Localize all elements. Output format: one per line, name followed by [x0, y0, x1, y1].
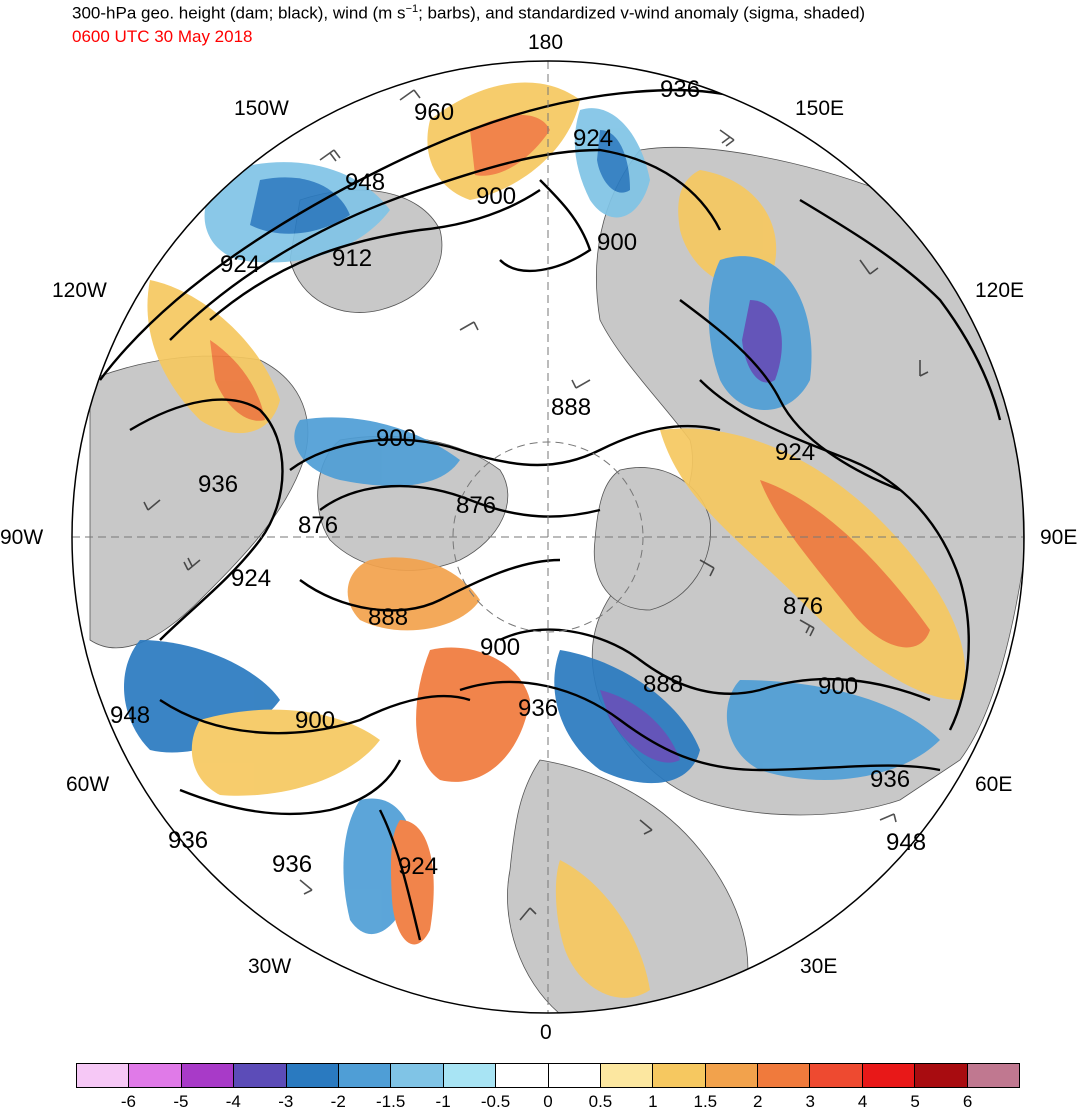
contour-label: 888: [643, 671, 683, 698]
colorbar-swatch: [286, 1064, 339, 1087]
contour-label: 936: [870, 766, 910, 793]
graticule: [72, 61, 1024, 1013]
colorbar-swatch: [129, 1064, 182, 1087]
colorbar-swatch: [967, 1064, 1020, 1087]
lon-label-150w: 150W: [234, 97, 289, 120]
contour-label: 936: [272, 851, 312, 878]
valid-time: 0600 UTC 30 May 2018: [72, 27, 253, 46]
colorbar-tick-label: 1: [648, 1092, 658, 1111]
lon-label-30w: 30W: [248, 955, 292, 978]
contour-label: 936: [518, 695, 558, 722]
contour-label: 876: [783, 593, 823, 620]
colorbar-tick-label: -1: [435, 1092, 451, 1111]
contour-label: 900: [818, 673, 858, 700]
colorbar-tick-label: -3: [278, 1092, 294, 1111]
map-title: 300-hPa geo. height (dam; black), wind (…: [72, 3, 866, 23]
lon-label-90w: 90W: [0, 526, 44, 549]
contour-label: 912: [332, 245, 372, 272]
colorbar-tick-label: -4: [225, 1092, 241, 1111]
map-boundary: [71, 60, 1025, 1014]
lon-label-90e: 90E: [1040, 526, 1078, 549]
contour-label: 948: [110, 702, 150, 729]
contour-label: 924: [231, 565, 271, 592]
contour-label: 900: [376, 425, 416, 452]
colorbar-tick-label: -5: [173, 1092, 189, 1111]
contour-label: 924: [220, 251, 260, 278]
colorbar-tick-label: 4: [857, 1092, 868, 1111]
colorbar-swatch: [496, 1064, 549, 1087]
colorbar-tick-label: -6: [120, 1092, 136, 1111]
contour-label: 936: [198, 471, 238, 498]
contour-label: 936: [168, 827, 208, 854]
lon-label-120e: 120E: [975, 279, 1025, 302]
contour-label: 948: [345, 169, 385, 196]
contour-label: 900: [597, 229, 637, 256]
colorbar-swatch: [548, 1064, 601, 1087]
contour-label: 876: [298, 512, 338, 539]
lon-label-150e: 150E: [795, 97, 845, 120]
contour-label: 924: [775, 439, 815, 466]
colorbar-tick-label: -1.5: [376, 1092, 406, 1111]
colorbar-swatch: [810, 1064, 863, 1087]
map-disk: [72, 61, 1024, 1013]
lon-label-60e: 60E: [975, 773, 1013, 796]
colorbar-tick-label: 6: [962, 1092, 973, 1111]
contour-label: 948: [886, 829, 926, 856]
lon-label-30e: 30E: [800, 955, 838, 978]
colorbar-tick-label: 1.5: [693, 1092, 718, 1111]
colorbar-swatch: [653, 1064, 706, 1087]
colorbar-swatch: [338, 1064, 392, 1087]
polar-stereographic-map: 936 960 924 948 900 900 924 912 888 900 …: [71, 60, 1025, 1014]
colorbar-tick-label: 5: [910, 1092, 920, 1111]
contour-label: 900: [476, 183, 516, 210]
contour-label: 924: [573, 125, 613, 152]
contour-label-group: 936 960 924 948 900 900 924 912 888 900 …: [110, 76, 926, 880]
colorbar-tick-label: 2: [753, 1092, 763, 1111]
colorbar-tick-label: 3: [805, 1092, 815, 1111]
lon-label-120w: 120W: [52, 279, 107, 302]
colorbar-tick-label: 0.5: [588, 1092, 613, 1111]
colorbar-swatch: [862, 1064, 916, 1087]
lon-label-180: 180: [528, 31, 564, 54]
contour-label: 888: [368, 604, 408, 631]
anomaly-shading: [123, 82, 966, 998]
colorbar-swatch: [391, 1064, 444, 1087]
contour-label: 876: [456, 492, 496, 519]
contour-label: 900: [480, 634, 520, 661]
colorbar-tick-label: -0.5: [480, 1092, 511, 1111]
colorbar-swatch: [915, 1064, 968, 1087]
contour-label: 936: [660, 76, 700, 103]
colorbar-swatch: [600, 1064, 654, 1087]
colorbar-swatch: [443, 1064, 497, 1087]
colorbar-swatch: [705, 1064, 759, 1087]
colorbar-swatch: [758, 1064, 811, 1087]
colorbar-swatch: [77, 1064, 130, 1087]
lon-label-0: 0: [540, 1021, 552, 1044]
contour-label: 900: [295, 707, 335, 734]
colorbar-tick-label: 0: [543, 1092, 553, 1111]
lon-label-60w: 60W: [66, 773, 110, 796]
colorbar: [76, 1063, 1020, 1088]
contour-label: 960: [414, 99, 454, 126]
colorbar-swatch: [234, 1064, 287, 1087]
contour-label: 888: [551, 394, 591, 421]
colorbar-tick-label: -2: [330, 1092, 346, 1111]
contour-label: 924: [398, 853, 438, 880]
colorbar-swatch: [181, 1064, 235, 1087]
